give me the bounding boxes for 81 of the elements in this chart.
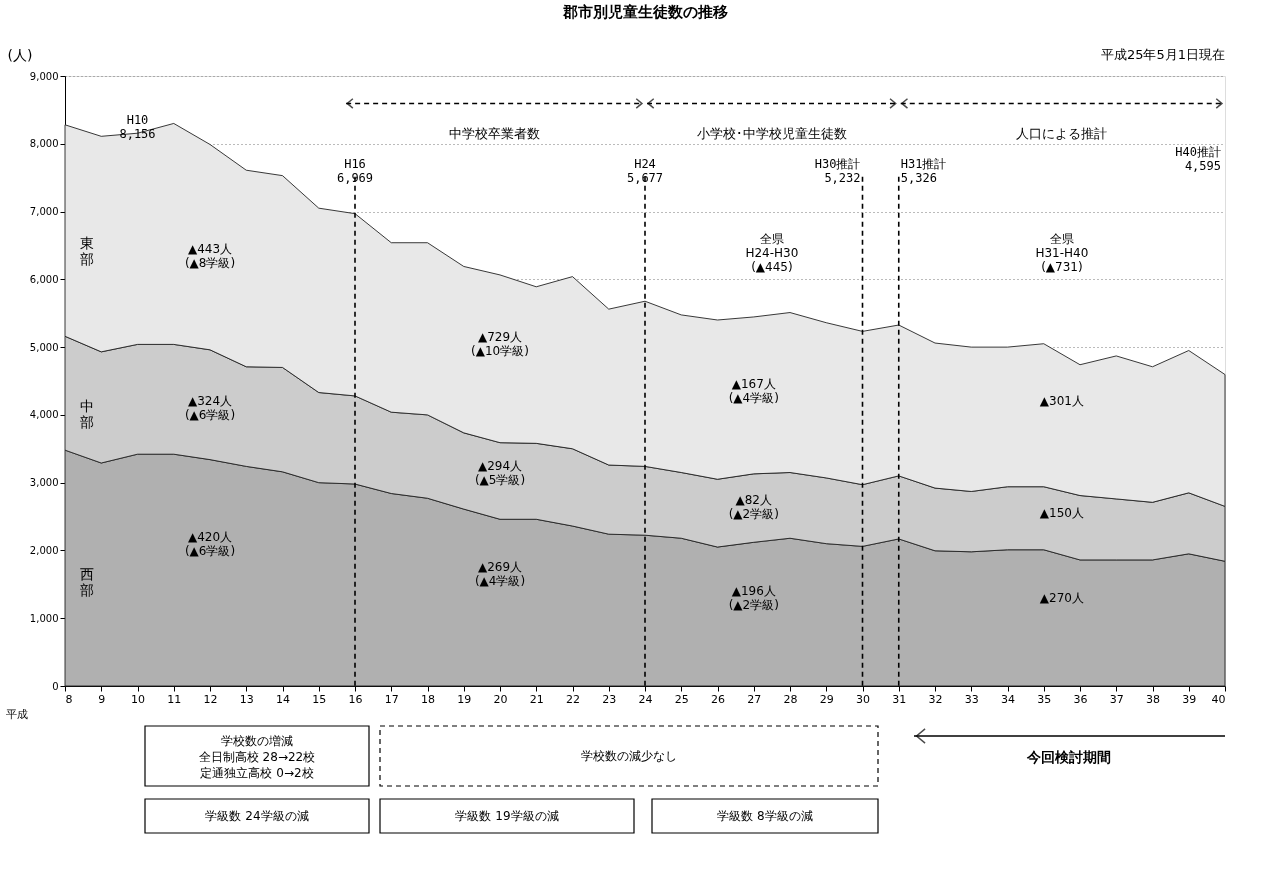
text: 定通独立高校 0→2校	[200, 766, 314, 780]
text: 平成25年5月1日現在	[1100, 47, 1225, 62]
x-tick-label: 16	[348, 692, 363, 706]
annotation: 中学校卒業者数	[449, 125, 541, 141]
x-tick-label: 31	[892, 692, 907, 706]
x-tick-label: 17	[384, 692, 399, 706]
annotation: H10 8,156	[119, 113, 156, 142]
annotation: 小学校･中学校児童生徒数	[696, 125, 847, 141]
x-tick-label: 11	[167, 692, 182, 706]
annotation: ▲150人	[1039, 506, 1084, 521]
x-tick-label: 12	[203, 692, 218, 706]
x-axis-title: 平成	[5, 707, 28, 721]
y-tick-label: 6,000	[29, 273, 59, 285]
text: 学級数 8学級の減	[717, 809, 813, 823]
x-tick-label: 10	[131, 692, 145, 706]
x-tick-label: 8	[65, 692, 73, 706]
x-tick-label: 9	[98, 692, 106, 706]
annotation: ▲729人 (▲10学級)	[471, 329, 529, 358]
annotation: ▲269人 (▲4学級)	[474, 560, 526, 589]
annotation: 人口による推計	[1016, 125, 1108, 141]
x-tick-label: 22	[566, 692, 580, 706]
x-tick-label: 26	[711, 692, 725, 706]
x-tick-label: 28	[783, 692, 798, 706]
annotation: ▲294人 (▲5学級)	[474, 458, 526, 487]
y-axis-title: (人)	[7, 46, 33, 63]
text: 学級数 19学級の減	[455, 809, 559, 823]
text: 学級数 24学級の減	[205, 809, 309, 823]
y-tick-label: 1,000	[29, 612, 59, 624]
x-tick-label: 34	[1001, 692, 1015, 706]
y-tick-label: 7,000	[29, 206, 59, 218]
series-label: 中部	[80, 398, 94, 431]
annotation: ▲443人 (▲8学級)	[184, 241, 236, 270]
text: 今回検討期間	[1025, 749, 1111, 765]
y-tick-label: 3,000	[29, 477, 59, 489]
series-label: 東部	[80, 235, 94, 268]
annotation: ▲301人	[1039, 394, 1084, 409]
x-tick-label: 14	[276, 692, 290, 706]
annotation: ▲324人 (▲6学級)	[184, 394, 236, 423]
annotation: 全県 H24-H30 (▲445)	[745, 231, 799, 274]
y-tick-label: 0	[52, 680, 59, 692]
x-tick-label: 15	[312, 692, 327, 706]
text: 全日制高校 28→22校	[198, 750, 316, 764]
x-tick-label: 20	[493, 692, 508, 706]
x-tick-label: 38	[1146, 692, 1160, 706]
x-tick-label: 29	[819, 692, 834, 706]
x-tick-label: 32	[928, 692, 943, 706]
x-tick-label: 37	[1109, 692, 1124, 706]
x-tick-label: 13	[239, 692, 254, 706]
x-tick-label: 33	[964, 692, 979, 706]
x-tick-label: 27	[747, 692, 762, 706]
x-tick-label: 19	[457, 692, 472, 706]
x-tick-label: 35	[1037, 692, 1052, 706]
x-tick-label: 25	[674, 692, 689, 706]
x-tick-label: 30	[856, 692, 870, 706]
ref-line-label: H31推計 5,326	[900, 156, 947, 185]
annotation: 全県 H31-H40 (▲731)	[1035, 231, 1089, 274]
series-label: 西部	[80, 565, 94, 598]
text: 学校数の増減	[221, 734, 293, 748]
y-tick-label: 9,000	[29, 70, 59, 82]
x-tick-label: 23	[602, 692, 617, 706]
x-tick-label: 36	[1073, 692, 1088, 706]
annotation: ▲196人 (▲2学級)	[728, 584, 779, 613]
chart-title: 郡市別児童生徒数の推移	[561, 3, 728, 21]
x-tick-label: 21	[529, 692, 544, 706]
ref-line-label: H24 5,677	[626, 156, 664, 185]
x-tick-label: 24	[638, 692, 653, 706]
ref-line-label: H16 6,969	[336, 156, 374, 185]
annotation: ▲167人 (▲4学級)	[728, 377, 779, 406]
annotation: ▲420人 (▲6学級)	[184, 529, 236, 558]
y-tick-label: 8,000	[29, 138, 59, 150]
y-tick-label: 5,000	[29, 341, 59, 353]
annotation: ▲82人 (▲2学級)	[728, 492, 779, 521]
y-tick-label: 4,000	[29, 409, 59, 421]
text: 学校数の減少なし	[581, 749, 677, 763]
x-tick-label: 40	[1211, 692, 1226, 706]
y-tick-label: 2,000	[29, 544, 59, 556]
ref-line-label: H30推計 5,232	[814, 156, 861, 185]
x-tick-label: 18	[421, 692, 435, 706]
annotation: H40推計 4,595	[1175, 144, 1221, 173]
annotation: ▲270人	[1039, 590, 1084, 605]
x-tick-label: 39	[1182, 692, 1197, 706]
